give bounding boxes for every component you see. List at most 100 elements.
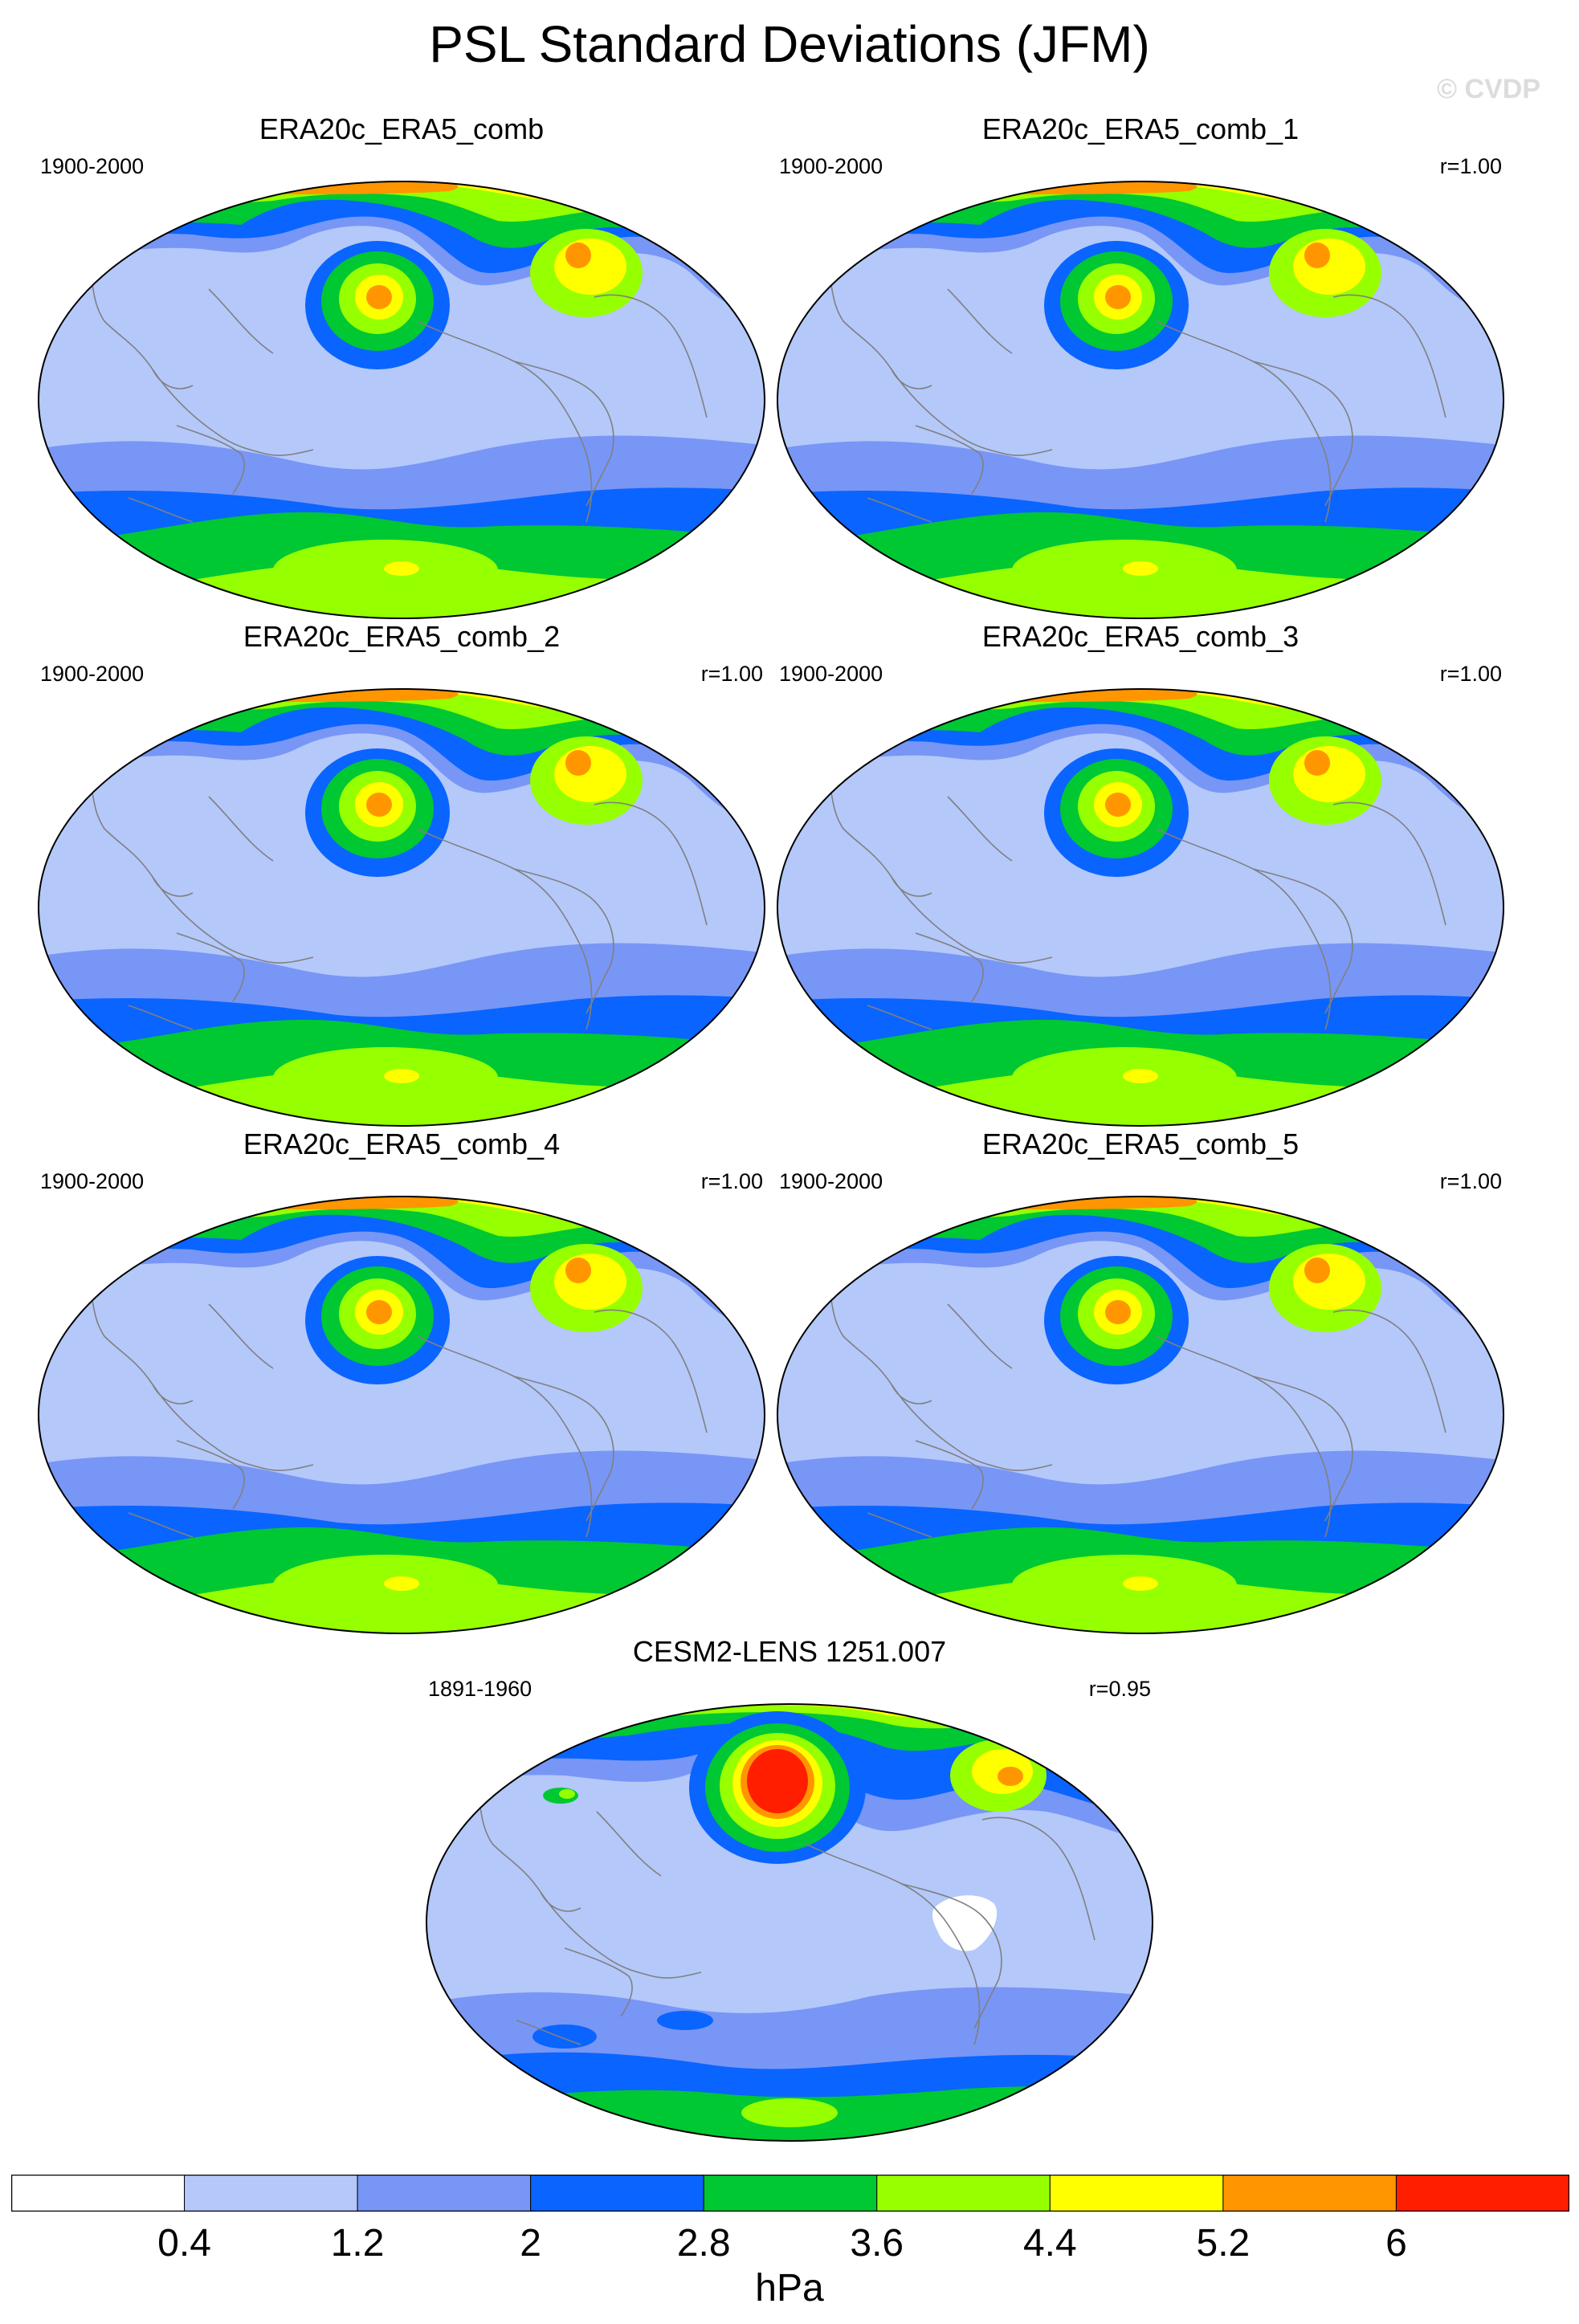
map-border xyxy=(38,1196,765,1634)
panel-years: 1900-2000 xyxy=(779,662,883,686)
panel-title: ERA20c_ERA5_comb_3 xyxy=(981,620,1300,653)
panel-years: 1891-1960 xyxy=(428,1677,532,1701)
coastline-3 xyxy=(1156,320,1332,523)
coastline-2 xyxy=(176,932,245,1002)
coastline-7 xyxy=(128,1512,194,1538)
colorbar-tick-label: 2.8 xyxy=(676,2222,731,2265)
map-border xyxy=(777,1196,1504,1634)
coastline-7 xyxy=(128,497,194,523)
coastline-4 xyxy=(513,1376,614,1522)
coastline-2 xyxy=(915,932,984,1002)
coastline-5 xyxy=(594,801,708,926)
coastline-1 xyxy=(891,876,1053,964)
coastline-4 xyxy=(1252,868,1353,1014)
coastline-6 xyxy=(947,796,1013,862)
coastline-5 xyxy=(1332,294,1446,418)
map-border xyxy=(38,181,765,619)
panel-title: ERA20c_ERA5_comb_1 xyxy=(981,112,1300,145)
panel-correlation: r=1.00 xyxy=(700,662,763,686)
coastline-5 xyxy=(594,294,708,418)
coastline-4 xyxy=(1252,1376,1353,1522)
map-plot xyxy=(38,181,765,619)
map-border xyxy=(777,181,1504,619)
coastline-2 xyxy=(176,1440,245,1510)
coastline-6 xyxy=(208,288,274,354)
panel-title: CESM2-LENS 1251.007 xyxy=(632,1635,947,1668)
coastline-5 xyxy=(1332,1309,1446,1433)
coastline-5 xyxy=(1332,801,1446,926)
map-panel-5: ERA20c_ERA5_comb_5 1900-2000 r=1.00 xyxy=(771,1127,1510,1641)
coastline-7 xyxy=(867,497,932,523)
map-plot xyxy=(777,688,1504,1127)
panel-correlation: r=1.00 xyxy=(1439,662,1502,686)
coastline-2 xyxy=(176,425,245,495)
map-border xyxy=(777,688,1504,1127)
panel-years: 1900-2000 xyxy=(40,1169,145,1193)
map-panel-0: ERA20c_ERA5_comb 1900-2000 xyxy=(32,112,771,626)
panel-title: ERA20c_ERA5_comb_4 xyxy=(243,1127,561,1160)
panel-years: 1900-2000 xyxy=(40,662,145,686)
colorbar-tick-label: 3.6 xyxy=(850,2222,904,2265)
coastline-4 xyxy=(513,361,614,507)
coastline-2 xyxy=(564,1947,633,2017)
coastline-1 xyxy=(891,369,1053,456)
coastline-3 xyxy=(417,1335,593,1538)
map-plot xyxy=(38,1196,765,1634)
colorbar-swatch-5 xyxy=(876,2175,1051,2212)
coastline-7 xyxy=(128,1005,194,1030)
coastline-7 xyxy=(867,1005,932,1030)
map-panel-2: ERA20c_ERA5_comb_2 1900-2000 r=1.00 xyxy=(32,620,771,1134)
panel-years: 1900-2000 xyxy=(779,154,883,178)
coastline-6 xyxy=(947,1303,1013,1369)
coastline-3 xyxy=(1156,828,1332,1030)
colorbar-tick-label: 6 xyxy=(1385,2222,1407,2265)
coastline-6 xyxy=(208,1303,274,1369)
coastline-4 xyxy=(901,1883,1002,2029)
map-plot xyxy=(777,1196,1504,1634)
map-panel-1: ERA20c_ERA5_comb_1 1900-2000 r=1.00 xyxy=(771,112,1510,626)
map-border xyxy=(426,1703,1153,2142)
colorbar-tick-label: 0.4 xyxy=(157,2222,211,2265)
colorbar-tick-label: 5.2 xyxy=(1196,2222,1251,2265)
coastline-2 xyxy=(915,1440,984,1510)
panel-title: ERA20c_ERA5_comb_5 xyxy=(981,1127,1300,1160)
coastline-1 xyxy=(891,1384,1053,1471)
panel-years: 1900-2000 xyxy=(779,1169,883,1193)
coastline-3 xyxy=(805,1843,981,2045)
coastline-3 xyxy=(417,320,593,523)
panel-correlation: r=0.95 xyxy=(1088,1677,1151,1701)
colorbar-swatch-8 xyxy=(1395,2175,1569,2212)
panel-title: ERA20c_ERA5_comb_2 xyxy=(243,620,561,653)
colorbar-tick-label: 2 xyxy=(520,2222,541,2265)
map-plot xyxy=(426,1703,1153,2142)
coastline-6 xyxy=(947,288,1013,354)
coastline-1 xyxy=(152,369,314,456)
coastline-1 xyxy=(152,876,314,964)
colorbar-swatch-1 xyxy=(184,2175,358,2212)
coastline-3 xyxy=(417,828,593,1030)
colorbar-swatch-3 xyxy=(530,2175,704,2212)
coastline-3 xyxy=(1156,1335,1332,1538)
colorbar-swatch-7 xyxy=(1222,2175,1397,2212)
map-border xyxy=(38,688,765,1127)
coastline-1 xyxy=(152,1384,314,1471)
coastline-5 xyxy=(981,1816,1096,1941)
colorbar-tick-label: 4.4 xyxy=(1022,2222,1077,2265)
panel-correlation: r=1.00 xyxy=(1439,1169,1502,1193)
colorbar-tick-label: 1.2 xyxy=(330,2222,385,2265)
panel-correlation: r=1.00 xyxy=(1439,154,1502,178)
colorbar-swatch-0 xyxy=(11,2175,186,2212)
map-plot xyxy=(38,688,765,1127)
coastline-1 xyxy=(540,1891,702,1979)
colorbar-units: hPa xyxy=(755,2267,824,2310)
coastline-6 xyxy=(596,1811,662,1877)
map-plot xyxy=(777,181,1504,619)
coastline-5 xyxy=(594,1309,708,1433)
coastline-2 xyxy=(915,425,984,495)
coastline-7 xyxy=(867,1512,932,1538)
panel-years: 1900-2000 xyxy=(40,154,145,178)
panel-title: ERA20c_ERA5_comb xyxy=(259,112,545,145)
colorbar-swatch-6 xyxy=(1049,2175,1224,2212)
colorbar-swatch-4 xyxy=(703,2175,878,2212)
map-panel-3: ERA20c_ERA5_comb_3 1900-2000 r=1.00 xyxy=(771,620,1510,1134)
